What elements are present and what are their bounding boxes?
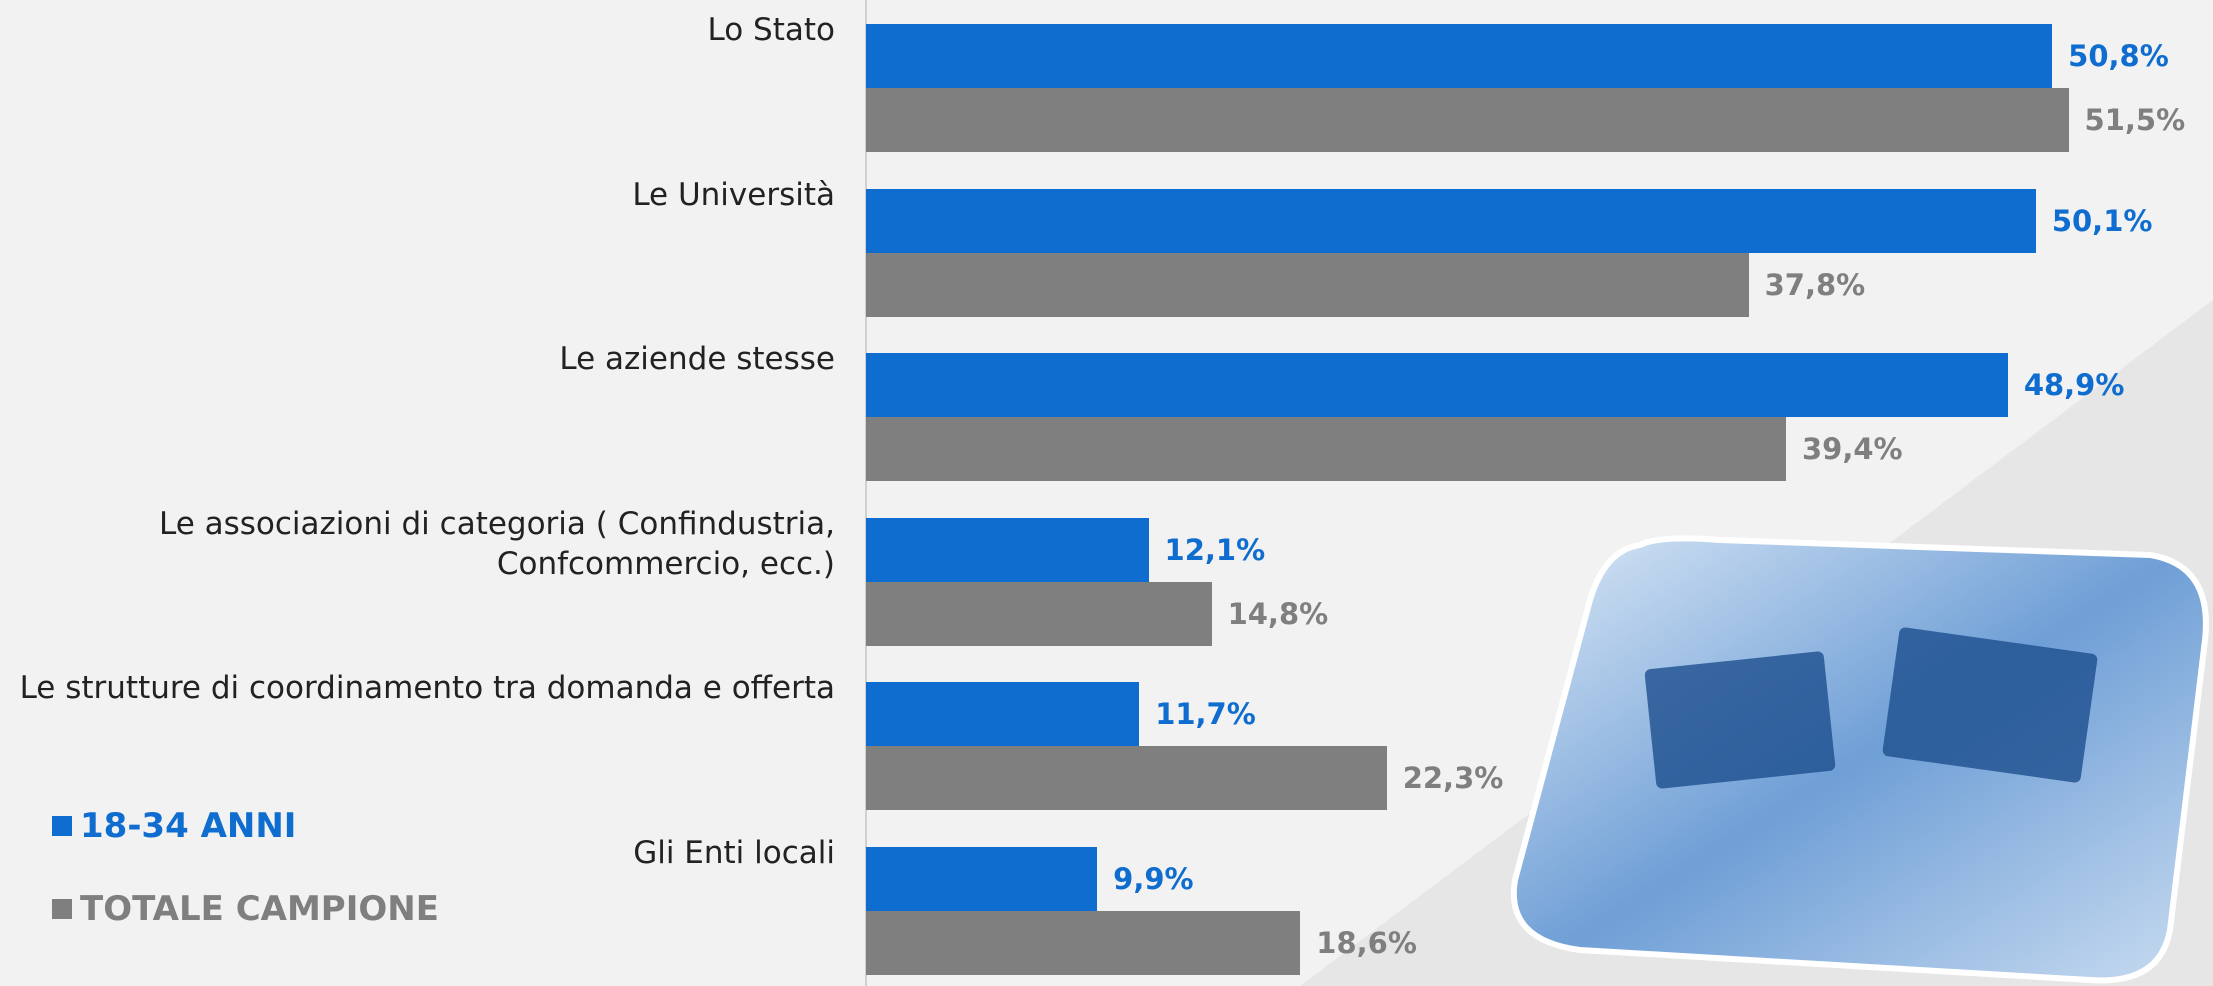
bar: [866, 746, 1387, 810]
value-label: 18,6%: [1316, 911, 1417, 975]
category-label: Lo Stato: [5, 10, 835, 50]
value-label: 22,3%: [1403, 746, 1504, 810]
category-label: Le Università: [5, 175, 835, 215]
chart: 18-34 ANNI TOTALE CAMPIONE Lo Stato50,8%…: [0, 0, 2213, 986]
bar: [866, 582, 1212, 646]
value-label: 12,1%: [1165, 518, 1266, 582]
bar: [866, 88, 2069, 152]
legend-item: TOTALE CAMPIONE: [52, 889, 439, 929]
legend-label: TOTALE CAMPIONE: [80, 889, 439, 929]
bar: [866, 353, 2008, 417]
category-label: Le strutture di coordinamento tra domand…: [5, 668, 835, 708]
value-label: 39,4%: [1802, 417, 1903, 481]
value-label: 11,7%: [1155, 682, 1256, 746]
category-label: Gli Enti locali: [5, 833, 835, 873]
value-label: 51,5%: [2085, 88, 2186, 152]
bar: [866, 847, 1097, 911]
bar: [866, 189, 2036, 253]
bar: [866, 911, 1300, 975]
value-label: 50,1%: [2052, 189, 2153, 253]
category-label: Le aziende stesse: [5, 339, 835, 379]
value-label: 14,8%: [1228, 582, 1329, 646]
value-label: 9,9%: [1113, 847, 1193, 911]
bar: [866, 24, 2052, 88]
legend-swatch: [52, 899, 72, 919]
bar: [866, 518, 1149, 582]
value-label: 37,8%: [1765, 253, 1866, 317]
value-label: 50,8%: [2068, 24, 2169, 88]
category-label: Le associazioni di categoria ( Confindus…: [5, 504, 835, 584]
bar: [866, 417, 1786, 481]
bar: [866, 253, 1749, 317]
value-label: 48,9%: [2024, 353, 2125, 417]
bar: [866, 682, 1139, 746]
